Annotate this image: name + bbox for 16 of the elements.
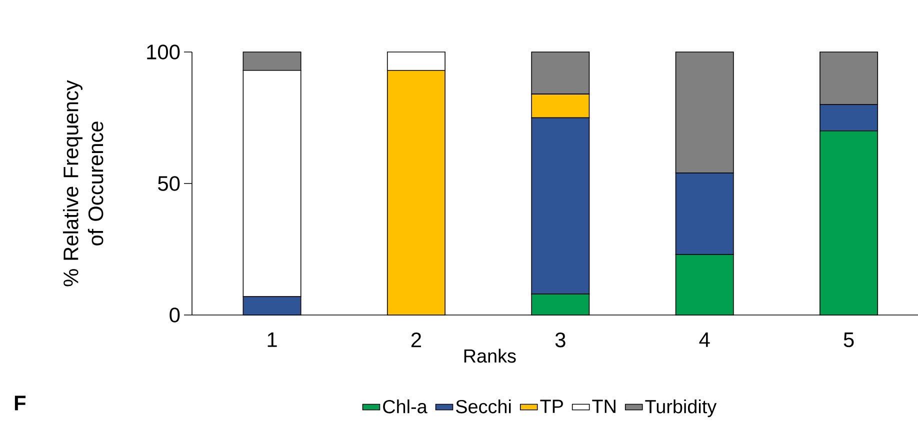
legend-label: Secchi bbox=[456, 399, 511, 414]
x-tick-label: 1 bbox=[268, 332, 277, 347]
y-tick-label: 100 bbox=[147, 44, 180, 60]
legend-label: TN bbox=[592, 400, 616, 413]
legend-label: Chl-a bbox=[383, 399, 428, 414]
x-tick-label: 2 bbox=[411, 332, 421, 348]
y-axis-title: % Relative Frequency of Occurence bbox=[62, 80, 104, 286]
x-tick-label: 5 bbox=[844, 332, 854, 348]
x-axis-title: Ranks bbox=[464, 348, 516, 363]
x-tick-label: 4 bbox=[699, 332, 710, 347]
legend-label: Turbidity bbox=[645, 399, 717, 418]
x-tick-label: 3 bbox=[555, 332, 566, 348]
legend-label: TP bbox=[540, 400, 563, 413]
y-tick-label: 0 bbox=[170, 308, 180, 322]
y-tick-label: 50 bbox=[158, 176, 180, 191]
text: F bbox=[14, 396, 26, 410]
